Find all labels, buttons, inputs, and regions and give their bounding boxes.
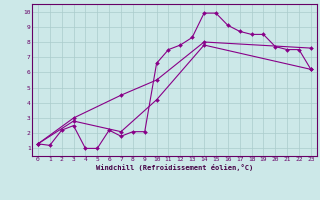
X-axis label: Windchill (Refroidissement éolien,°C): Windchill (Refroidissement éolien,°C)	[96, 164, 253, 171]
